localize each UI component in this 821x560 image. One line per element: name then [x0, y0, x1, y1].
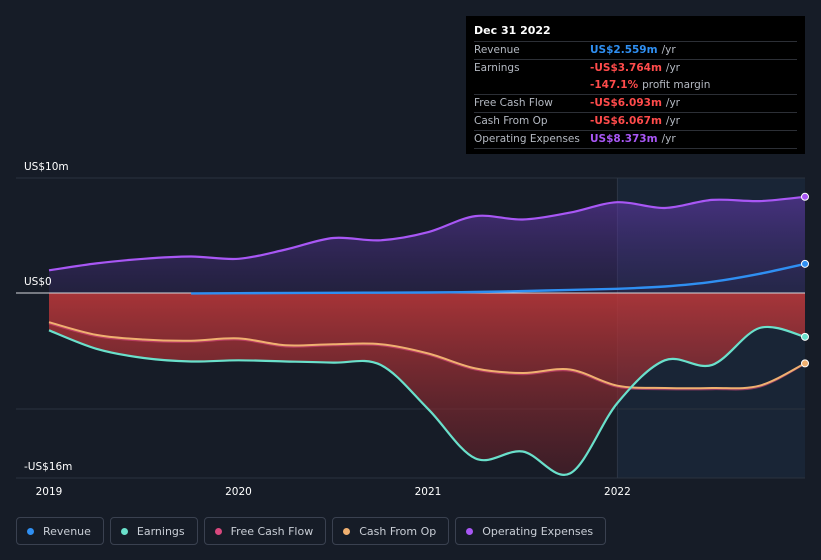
end-dot-revenue [801, 259, 809, 268]
series-line-cfo [48, 321, 806, 390]
legend-dot-icon [466, 527, 474, 535]
y-label-zero: US$0 [24, 276, 52, 288]
tooltip-suffix: /yr [661, 133, 676, 145]
tooltip-label: Earnings [474, 62, 520, 74]
x-axis: 2019 2020 2021 2022 [36, 486, 631, 498]
legend-dot-icon [214, 527, 222, 535]
tooltip-row-operating-expenses: Operating Expenses US$8.373m /yr [474, 130, 797, 149]
legend-item-operating-expenses[interactable]: Operating Expenses [455, 517, 607, 545]
x-tick-label: 2019 [36, 486, 63, 498]
legend-label: Revenue [43, 524, 91, 538]
tooltip-panel: Dec 31 2022 Revenue US$2.559m /yr Earnin… [466, 16, 805, 154]
legend-dot-icon [27, 527, 34, 535]
series-line-fcf [48, 322, 806, 391]
series-line-opex [48, 195, 806, 272]
legend-label: Operating Expenses [482, 524, 594, 538]
tooltip-label: Cash From Op [474, 115, 548, 127]
tooltip-label: Free Cash Flow [474, 97, 553, 109]
tooltip-label: Revenue [474, 44, 520, 56]
tooltip-row-free-cash-flow: Free Cash Flow -US$6.093m /yr [474, 94, 797, 112]
tooltip-value: -US$6.067m [590, 115, 662, 127]
legend-label: Earnings [136, 524, 185, 538]
legend-dot-icon [343, 527, 351, 535]
end-dot-earnings [801, 332, 809, 341]
tooltip-row-profit-margin: -147.1% profit margin [474, 77, 797, 94]
tooltip-value: US$8.373m [590, 133, 658, 145]
tooltip-suffix: /yr [665, 62, 680, 74]
end-dot-opex [801, 192, 809, 201]
series-line-revenue [191, 262, 806, 295]
tooltip-date: Dec 31 2022 [474, 24, 551, 37]
tooltip-label [474, 77, 590, 94]
legend-item-revenue[interactable]: Revenue [16, 517, 104, 545]
x-tick-label: 2020 [225, 486, 252, 498]
legend: Revenue Earnings Free Cash Flow Cash Fro… [16, 517, 612, 545]
series-line-earnings [48, 325, 806, 476]
legend-label: Cash From Op [359, 524, 437, 538]
tooltip-value: -US$6.093m [590, 97, 662, 109]
tooltip-value: US$2.559m [590, 44, 658, 56]
end-dot-cfo [801, 359, 809, 368]
tooltip-label: Operating Expenses [474, 133, 580, 145]
y-label-bottom: -US$16m [24, 461, 72, 473]
legend-item-cash-from-op[interactable]: Cash From Op [332, 517, 450, 545]
x-tick-label: 2022 [604, 486, 631, 498]
tooltip-suffix: profit margin [642, 79, 711, 91]
tooltip-row-cash-from-op: Cash From Op -US$6.067m /yr [474, 112, 797, 130]
tooltip-value: -US$3.764m [590, 62, 662, 74]
x-tick-label: 2021 [415, 486, 442, 498]
legend-item-free-cash-flow[interactable]: Free Cash Flow [203, 517, 327, 545]
tooltip-suffix: /yr [661, 44, 676, 56]
tooltip-suffix: /yr [665, 97, 680, 109]
tooltip-suffix: /yr [665, 115, 680, 127]
tooltip-row-revenue: Revenue US$2.559m /yr [474, 41, 797, 59]
legend-item-earnings[interactable]: Earnings [109, 517, 198, 545]
tooltip-value: -147.1% [590, 79, 639, 91]
tooltip-row-earnings: Earnings -US$3.764m /yr [474, 59, 797, 77]
opex-area [49, 196, 805, 294]
legend-dot-icon [120, 527, 128, 535]
y-label-top: US$10m [24, 161, 69, 173]
legend-label: Free Cash Flow [230, 524, 314, 538]
